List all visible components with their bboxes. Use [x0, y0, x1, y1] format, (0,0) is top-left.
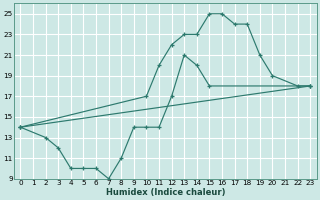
X-axis label: Humidex (Indice chaleur): Humidex (Indice chaleur) [106, 188, 225, 197]
